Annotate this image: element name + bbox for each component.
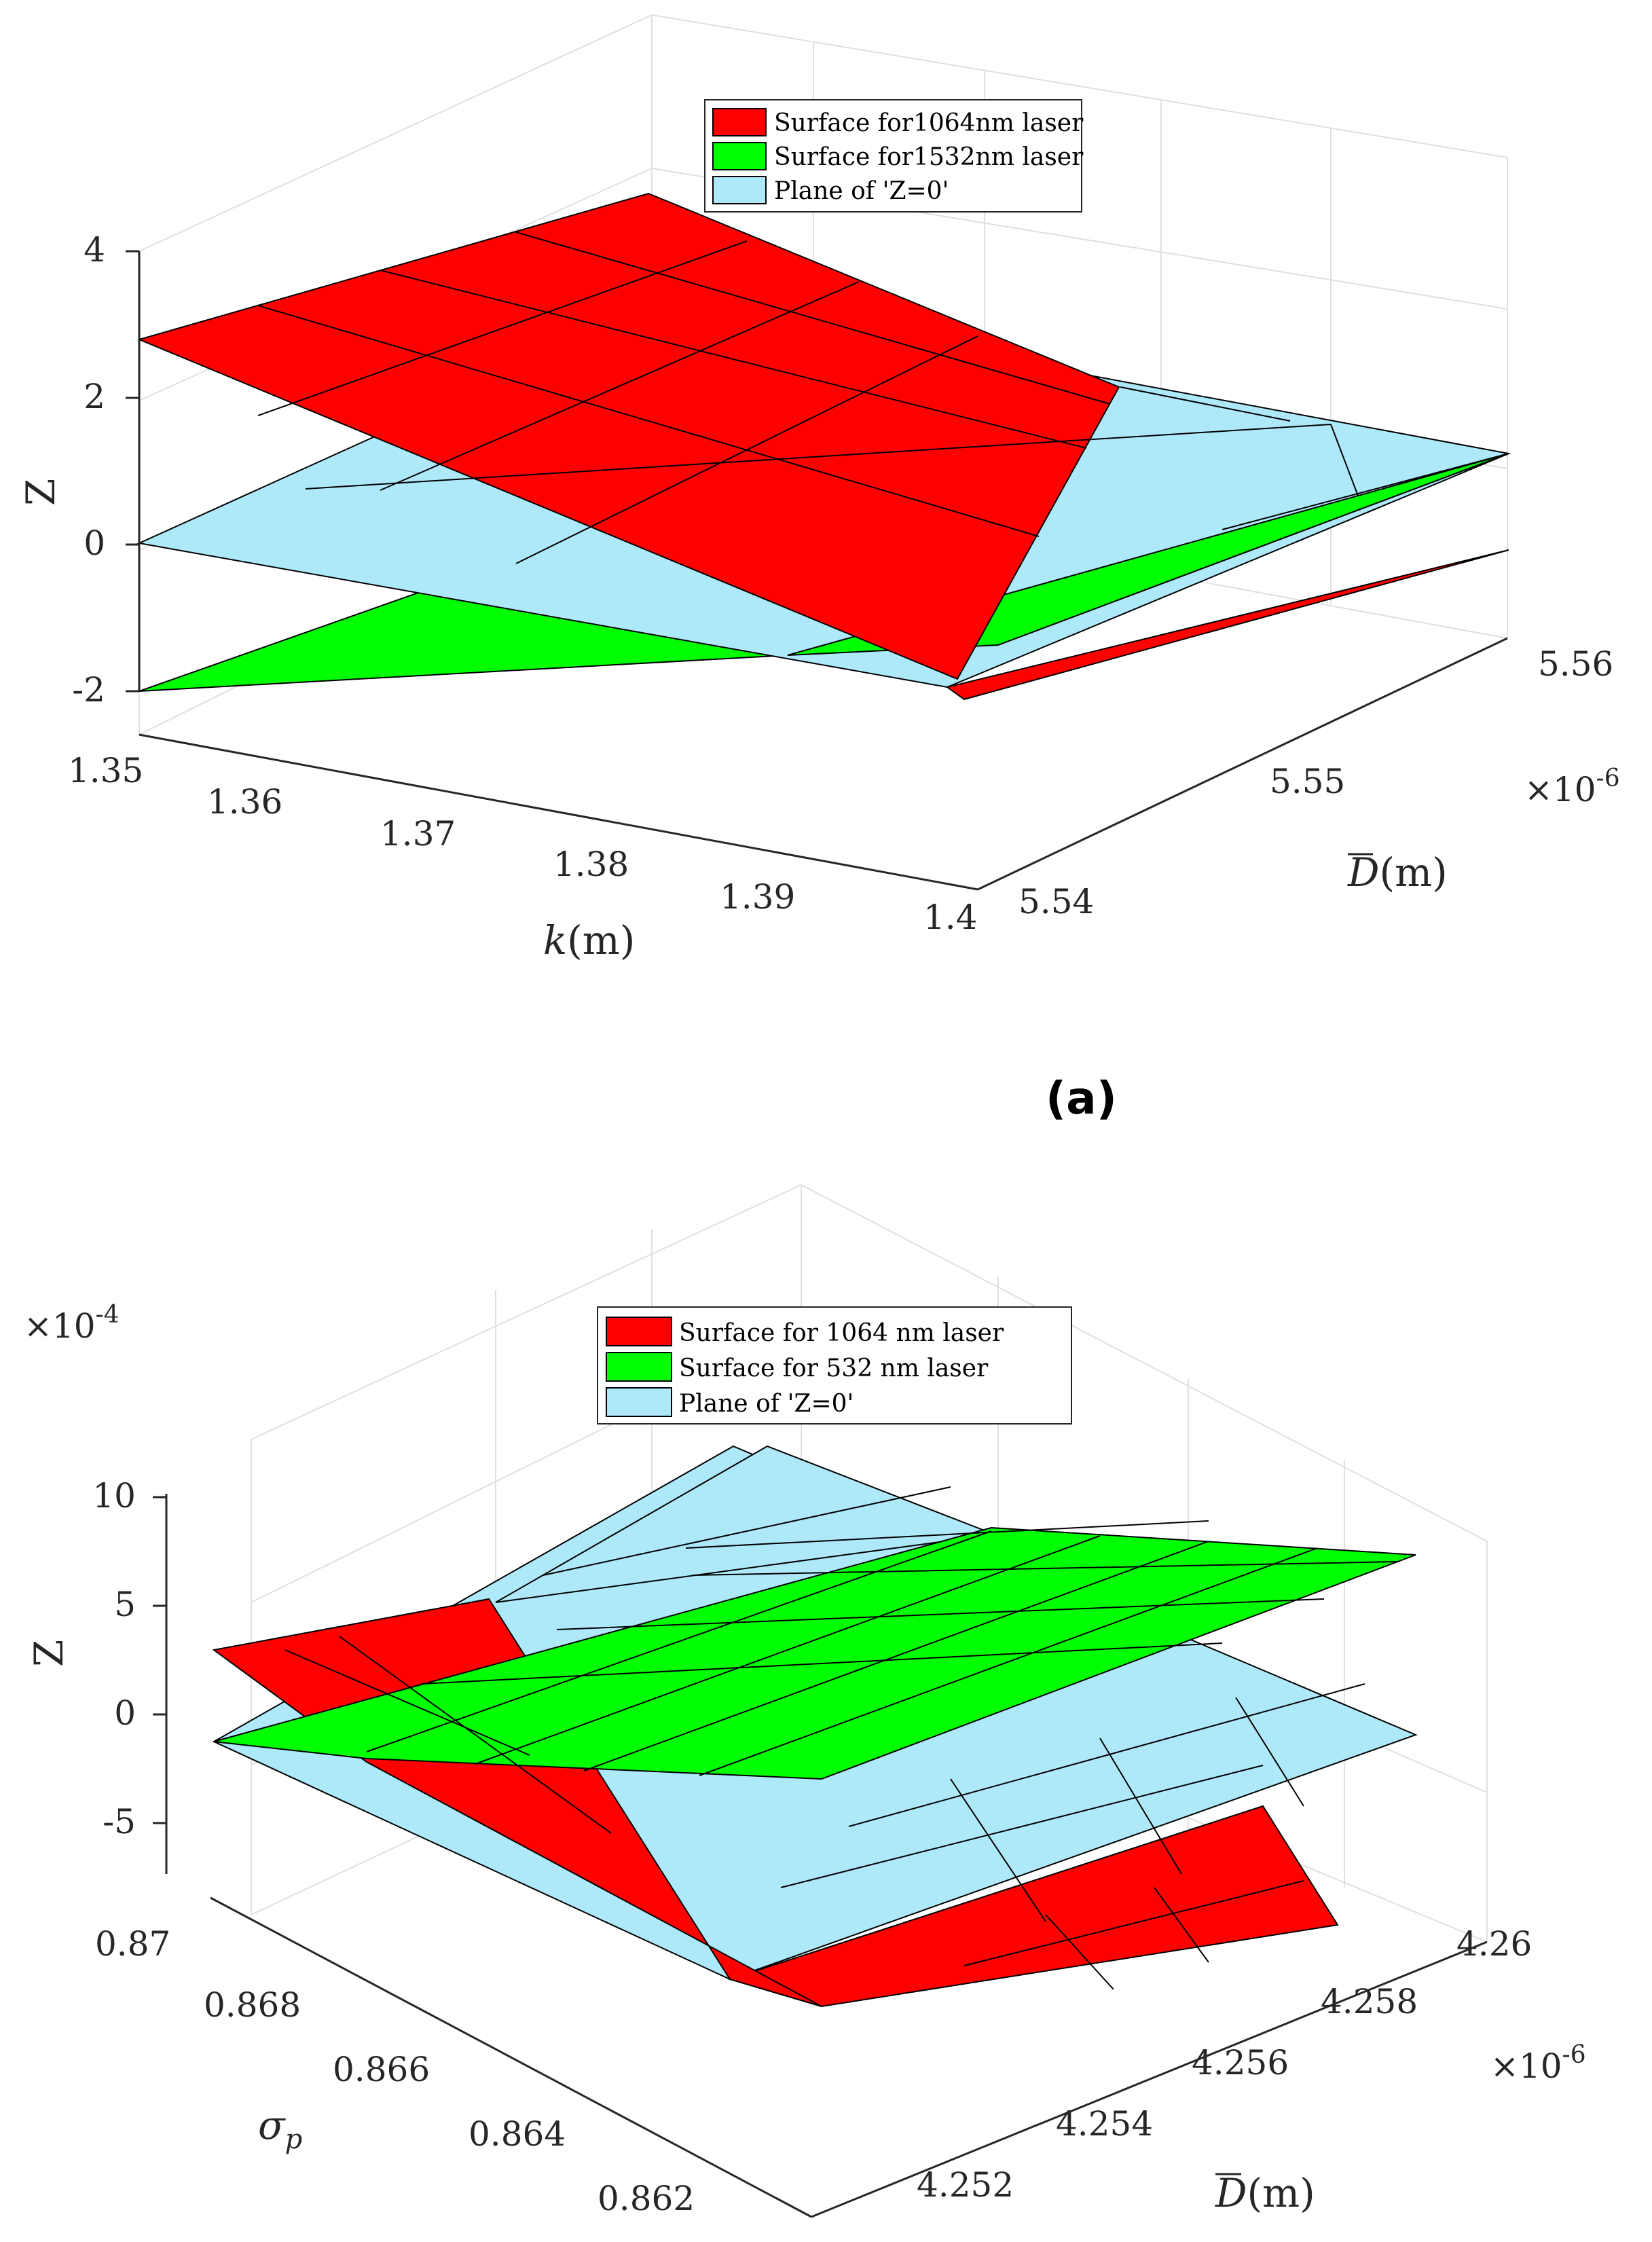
legend-b-entry-1: Surface for 532 nm laser [679, 1355, 989, 1382]
y-tick-a-1: 5.55 [1270, 762, 1345, 801]
panel-a-x-axis: 1.35 1.36 1.37 1.38 1.39 1.4 k(m) [68, 733, 978, 963]
x-tick-b-2: 0.866 [333, 2050, 430, 2089]
legend-b-entry-2: Plane of 'Z=0' [679, 1390, 853, 1418]
panel-b-x-axis: 0.87 0.868 0.866 0.864 0.862 σp [95, 1896, 812, 2218]
z-tick-b-1: 5 [114, 1585, 136, 1624]
legend-a-entry-1: Surface for1532nm laser [774, 143, 1084, 171]
caption-a: (a) [1046, 1072, 1117, 1124]
x-label-b: σp [258, 2102, 302, 2155]
z-tick-b-0: 10 [92, 1476, 136, 1515]
x-tick-b-0: 0.87 [95, 1924, 170, 1964]
red-mesh-a [257, 232, 1111, 564]
y-tick-b-4: 4.26 [1456, 1924, 1532, 1964]
panel-b-y-axis: 4.252 4.254 4.256 4.258 4.26 ×10-6 D(m) [811, 1924, 1586, 2218]
y-tick-b-0: 4.252 [917, 2165, 1014, 2205]
x-tick-a-4: 1.39 [720, 877, 795, 917]
red-mesh-b [284, 1636, 1304, 1990]
panel-a: 4 2 0 -2 Z 1.35 1.36 1.37 1.38 1.39 1.4 … [18, 14, 1620, 1124]
panel-b-surfaces [212, 1445, 1418, 2008]
y-exponent-a: ×10-6 [1524, 765, 1620, 809]
x-tick-a-2: 1.37 [380, 814, 456, 853]
y-tick-b-3: 4.258 [1321, 1982, 1418, 2021]
panel-b: 10 5 0 -5 Z ×10-4 0.87 0.868 0.866 0.864… [24, 1184, 1586, 2218]
legend-b-swatch-blue [606, 1387, 672, 1417]
legend-a-entry-0: Surface for1064nm laser [774, 109, 1084, 137]
x-tick-b-3: 0.864 [469, 2114, 566, 2154]
z-exponent-b: ×10-4 [24, 1301, 120, 1346]
x-tick-a-1: 1.36 [207, 782, 282, 822]
x-tick-a-0: 1.35 [68, 751, 143, 790]
legend-a: Surface for1064nm laser Surface for1532n… [704, 99, 1084, 213]
x-tick-b-4: 0.862 [598, 2179, 695, 2218]
y-tick-b-1: 4.254 [1056, 2104, 1153, 2144]
x-tick-b-1: 0.868 [204, 1985, 301, 2025]
red-surface-a-upper [136, 192, 1120, 680]
z-tick-a-0: 4 [84, 230, 105, 270]
x-tick-a-3: 1.38 [553, 845, 629, 884]
blue-mesh-a [305, 386, 1509, 530]
x-label-a: k(m) [543, 917, 635, 963]
legend-b-swatch-red [606, 1317, 672, 1346]
green-surface-b [213, 1526, 1416, 1780]
legend-a-swatch-red [712, 108, 767, 136]
legend-b-swatch-green [606, 1352, 672, 1382]
y-exponent-b: ×10-6 [1490, 2041, 1586, 2086]
legend-b-entry-0: Surface for 1064 nm laser [679, 1319, 1004, 1347]
panel-a-z-axis: 4 2 0 -2 Z [18, 230, 141, 710]
y-label-a: D(m) [1347, 849, 1448, 896]
red-surface-a [945, 549, 1509, 701]
z-tick-a-1: 2 [84, 377, 105, 416]
legend-b: Surface for 1064 nm laser Surface for 53… [597, 1306, 1072, 1425]
z-tick-a-3: -2 [72, 670, 105, 710]
z-tick-b-2: 0 [114, 1693, 136, 1733]
legend-a-swatch-blue [712, 176, 767, 204]
blue-mesh-b [543, 1486, 1365, 1922]
z-label-b: Z [26, 1640, 72, 1667]
panel-a-surfaces [136, 192, 1511, 701]
z-tick-a-2: 0 [84, 523, 105, 563]
y-label-b: D(m) [1215, 2170, 1315, 2216]
legend-a-swatch-green [712, 142, 767, 170]
y-tick-a-0: 5.54 [1018, 882, 1094, 921]
panel-a-y-axis: 5.54 5.55 5.56 ×10-6 D(m) [977, 637, 1620, 921]
z-label-a: Z [18, 479, 64, 506]
z-tick-b-3: -5 [103, 1802, 136, 1841]
x-tick-a-5: 1.4 [923, 898, 978, 937]
y-tick-a-2: 5.56 [1538, 644, 1613, 684]
blue-plane-b-top [495, 1445, 997, 1603]
green-mesh-b [366, 1530, 1399, 1776]
legend-a-entry-2: Plane of 'Z=0' [774, 177, 949, 205]
y-tick-b-2: 4.256 [1192, 2043, 1289, 2082]
panel-b-z-axis: 10 5 0 -5 Z ×10-4 [24, 1301, 168, 1874]
